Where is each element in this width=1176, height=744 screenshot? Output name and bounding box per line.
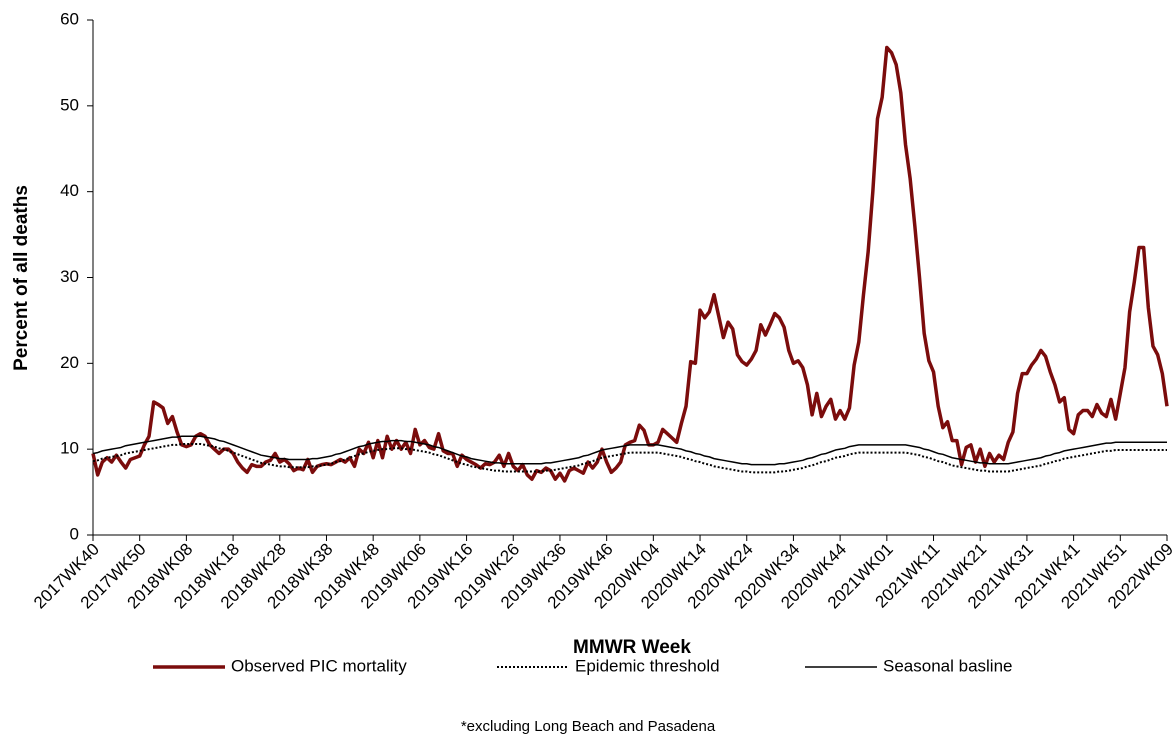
y-axis-title: Percent of all deaths (11, 185, 32, 371)
y-tick-label: 60 (60, 9, 79, 28)
series-line (92, 435, 1167, 466)
y-tick-label: 0 (70, 524, 79, 543)
y-tick-label: 20 (60, 353, 79, 372)
legend-background (140, 655, 1080, 685)
legend-label: Seasonal basline (883, 656, 1012, 675)
footnote: *excluding Long Beach and Pasadena (461, 718, 716, 735)
y-tick-label: 10 (60, 439, 79, 458)
legend-label: Observed PIC mortality (231, 656, 407, 675)
series-line (92, 443, 1167, 474)
legend-label: Epidemic threshold (575, 656, 720, 675)
x-axis-title: MMWR Week (573, 637, 691, 658)
y-tick-label: 50 (60, 95, 79, 114)
series-line (91, 45, 1169, 483)
y-tick-label: 40 (60, 181, 79, 200)
y-tick-label: 30 (60, 267, 79, 286)
